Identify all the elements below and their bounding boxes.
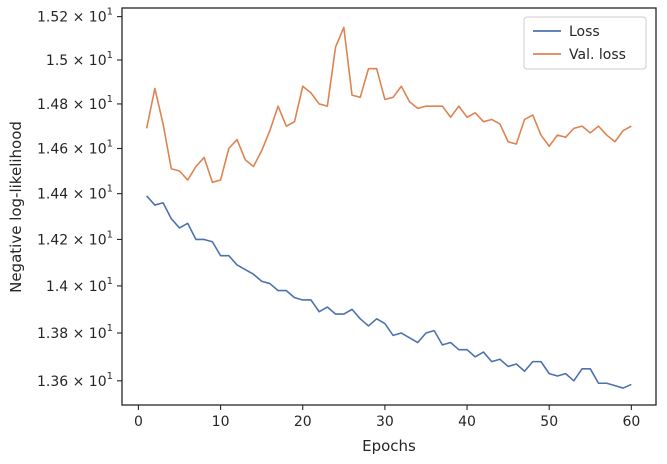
x-tick-label: 10 — [212, 414, 230, 430]
legend-label: Val. loss — [569, 47, 626, 63]
y-tick-label: 1.52 × 101 — [37, 7, 113, 26]
y-tick-label: 1.48 × 101 — [37, 94, 113, 113]
x-tick-label: 60 — [622, 414, 640, 430]
y-tick-label: 1.44 × 101 — [37, 184, 113, 203]
x-tick-label: 20 — [294, 414, 312, 430]
series-line-val-loss — [145, 26, 632, 184]
y-tick-label: 1.38 × 101 — [37, 323, 113, 342]
y-tick-label: 1.4 × 101 — [46, 276, 113, 295]
x-tick-label: 30 — [376, 414, 394, 430]
y-tick-label: 1.36 × 101 — [37, 371, 113, 390]
legend-box — [523, 16, 647, 70]
x-axis-ticks: 0 10 20 30 40 50 60 — [134, 405, 640, 430]
legend: Loss Val. loss — [523, 16, 647, 70]
y-axis-label: Negative log-likelihood — [7, 121, 25, 293]
x-tick-label: 50 — [540, 414, 558, 430]
plot-area — [145, 26, 632, 389]
legend-label: Loss — [569, 24, 600, 40]
y-tick-label: 1.42 × 101 — [37, 229, 113, 248]
x-tick-label: 0 — [134, 414, 143, 430]
axes-frame — [121, 7, 657, 406]
x-tick-label: 40 — [458, 414, 476, 430]
y-axis-ticks: 1.36 × 101 1.38 × 101 1.4 × 101 1.42 × 101 1… — [37, 7, 122, 390]
y-tick-label: 1.5 × 101 — [46, 50, 113, 69]
x-axis-label: Epochs — [362, 437, 416, 455]
series-line-loss — [146, 195, 632, 389]
y-tick-label: 1.46 × 101 — [37, 138, 113, 157]
